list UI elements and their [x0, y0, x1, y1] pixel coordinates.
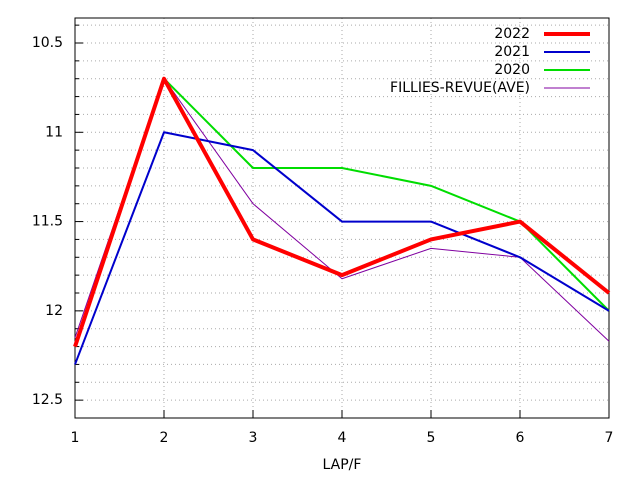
y-tick-label: 11: [45, 124, 63, 140]
y-tick-label: 12.5: [32, 392, 63, 408]
series-line: [73, 76, 611, 348]
x-tick-label: 4: [338, 430, 347, 446]
x-tick-label: 6: [516, 430, 525, 446]
y-tick-label: 10.5: [32, 35, 63, 51]
legend-label: 2022: [494, 26, 530, 42]
y-tick-label: 11.5: [32, 214, 63, 230]
series-line: [74, 131, 610, 365]
y-tick-label: 12: [45, 303, 63, 319]
x-tick-label: 2: [160, 430, 169, 446]
x-tick-label: 1: [71, 430, 80, 446]
legend-label: 2021: [494, 44, 530, 60]
x-tick-label: 3: [249, 430, 258, 446]
x-axis-label: LAP/F: [323, 457, 362, 473]
legend-label: FILLIES-REVUE(AVE): [390, 80, 530, 96]
legend-label: 2020: [494, 62, 530, 78]
x-tick-label: 5: [427, 430, 436, 446]
x-tick-label: 7: [605, 430, 614, 446]
plot-border: [74, 17, 610, 419]
